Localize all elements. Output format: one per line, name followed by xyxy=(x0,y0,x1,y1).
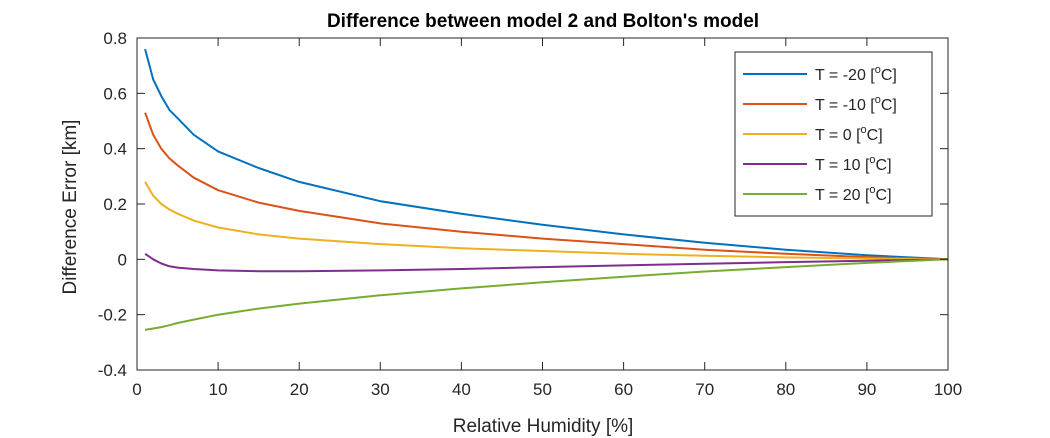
legend-entry: T = 10 [oC] xyxy=(815,154,892,174)
series-line-3 xyxy=(144,252,949,273)
x-tick-label: 50 xyxy=(533,380,552,399)
x-tick-label: 100 xyxy=(934,380,962,399)
y-tick-label: -0.4 xyxy=(98,361,127,380)
legend-entry: T = -20 [oC] xyxy=(815,64,897,84)
legend-entry: T = 0 [oC] xyxy=(815,124,883,144)
y-axis-label: Difference Error [km] xyxy=(60,120,81,295)
series-line-1 xyxy=(144,112,949,261)
x-tick-label: 30 xyxy=(371,380,390,399)
x-tick-label: 80 xyxy=(776,380,795,399)
x-tick-label: 10 xyxy=(209,380,228,399)
plot-lines xyxy=(144,48,949,331)
ticks xyxy=(136,37,949,371)
legend-entry: T = 20 [oC] xyxy=(815,184,892,204)
x-axis-label: Relative Humidity [%] xyxy=(453,416,634,437)
y-tick-label: 0.2 xyxy=(103,195,127,214)
y-tick-label: 0 xyxy=(118,250,127,269)
x-tick-label: 20 xyxy=(290,380,309,399)
x-tick-label: 90 xyxy=(857,380,876,399)
y-tick-label: 0.4 xyxy=(103,140,127,159)
y-tick-label: 0.6 xyxy=(103,84,127,103)
y-tick-label: -0.2 xyxy=(98,306,127,325)
series-line-4 xyxy=(144,258,949,331)
tick-labels: 0 10 20 30 40 50 60 70 80 90 100 -0.4 -0.2 0 0.2 0.4 0.6… xyxy=(98,29,962,399)
x-tick-label: 60 xyxy=(614,380,633,399)
legend-entry: T = -10 [oC] xyxy=(815,94,897,114)
legend: T = -20 [oC] T = -10 [oC] T = 0 [oC] T = 10… xyxy=(734,51,933,217)
series-line-2 xyxy=(144,181,949,261)
chart-title: Difference between model 2 and Bolton's … xyxy=(327,11,759,32)
x-tick-label: 0 xyxy=(132,380,141,399)
x-tick-label: 40 xyxy=(452,380,471,399)
series-line-0 xyxy=(144,48,949,261)
x-tick-label: 70 xyxy=(695,380,714,399)
y-tick-label: 0.8 xyxy=(103,29,127,48)
